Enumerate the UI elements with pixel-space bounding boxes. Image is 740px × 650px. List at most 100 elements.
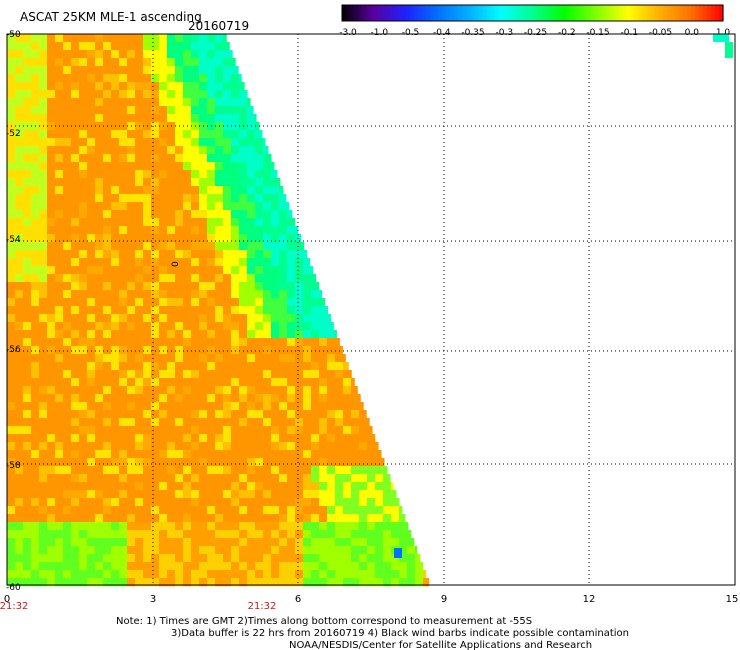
swath-cell	[383, 546, 392, 555]
swath-cell	[55, 42, 64, 51]
swath-cell	[95, 202, 104, 211]
swath-cell	[255, 578, 264, 587]
swath-cell	[375, 562, 384, 571]
swath-cell	[127, 282, 136, 291]
swath-cell	[15, 410, 24, 419]
swath-cell	[343, 426, 352, 435]
swath-cell	[231, 482, 240, 491]
swath-cell	[135, 322, 144, 331]
swath-cell	[247, 266, 256, 275]
swath-cell	[31, 250, 40, 259]
swath-cell	[375, 490, 384, 499]
swath-cell	[223, 354, 232, 363]
swath-cell	[191, 442, 200, 451]
swath-cell	[383, 474, 391, 483]
swath-cell	[95, 346, 104, 355]
swath-cell	[111, 274, 120, 283]
swath-cell	[359, 498, 368, 507]
swath-cell	[175, 402, 184, 411]
swath-cell	[223, 138, 232, 147]
swath-cell	[247, 114, 256, 123]
swath-cell	[159, 250, 168, 259]
swath-cell	[183, 506, 192, 515]
swath-cell	[55, 154, 64, 163]
swath-cell	[159, 386, 168, 395]
swath-cell	[15, 138, 24, 147]
swath-cell	[31, 58, 40, 67]
swath-cell	[255, 330, 264, 339]
swath-cell	[215, 562, 224, 571]
swath-cell	[343, 530, 352, 539]
swath-cell	[127, 266, 136, 275]
swath-cell	[295, 298, 304, 307]
swath-cell	[279, 530, 288, 539]
swath-cell	[79, 410, 88, 419]
swath-cell	[15, 50, 24, 59]
swath-cell	[71, 290, 80, 299]
swath-cell	[55, 530, 64, 539]
swath-cell	[87, 482, 96, 491]
swath-cell	[127, 234, 136, 243]
swath-cell	[71, 322, 80, 331]
swath-cell	[295, 514, 304, 523]
swath-cell	[383, 490, 392, 499]
swath-cell	[295, 474, 304, 483]
swath-cell	[191, 162, 200, 171]
swath-cell	[335, 570, 344, 579]
swath-cell	[319, 330, 328, 339]
swath-cell	[31, 562, 40, 571]
swath-cell	[159, 442, 168, 451]
swath-cell	[135, 250, 144, 259]
swath-cell	[87, 498, 96, 507]
swath-cell	[119, 498, 128, 507]
swath-cell	[55, 370, 64, 379]
swath-cell	[39, 354, 48, 363]
swath-cell	[239, 282, 248, 291]
swath-cell	[183, 130, 192, 139]
swath-cell	[55, 394, 64, 403]
swath-cell	[295, 562, 304, 571]
swath-cell	[127, 250, 136, 259]
swath-cell	[167, 130, 176, 139]
swath-cell	[31, 290, 40, 299]
swath-cell	[111, 298, 120, 307]
swath-cell	[167, 186, 176, 195]
swath-cell	[135, 426, 144, 435]
swath-cell	[191, 426, 200, 435]
swath-cell	[239, 346, 248, 355]
swath-cell	[87, 306, 96, 315]
swath-cell	[47, 138, 56, 147]
swath-cell	[343, 410, 352, 419]
swath-cell	[127, 82, 136, 91]
swath-cell	[199, 98, 208, 107]
swath-cell	[399, 546, 408, 555]
swath-cell	[95, 546, 104, 555]
swath-cell	[223, 242, 232, 251]
swath-cell	[287, 506, 296, 515]
swath-cell	[103, 570, 112, 579]
swath-cell	[223, 274, 232, 283]
swath-cell	[47, 106, 56, 115]
swath-cell	[223, 210, 232, 219]
time-label: 21:32	[248, 601, 277, 612]
swath-cell	[399, 506, 403, 515]
swath-cell	[287, 322, 296, 331]
swath-cell	[15, 362, 24, 371]
swath-cell	[15, 418, 24, 427]
swath-cell	[151, 522, 160, 531]
swath-cell	[279, 314, 288, 323]
swath-cell	[127, 538, 136, 547]
swath-cell	[103, 346, 112, 355]
swath-cell	[63, 106, 72, 115]
swath-cell	[63, 570, 72, 579]
swath-cell	[199, 490, 208, 499]
colorbar-segment	[458, 5, 463, 21]
swath-cell	[303, 402, 312, 411]
swath-cell	[191, 562, 200, 571]
swath-cell	[15, 482, 24, 491]
swath-cell	[231, 266, 240, 275]
swath-cell	[271, 242, 280, 251]
swath-cell	[31, 506, 40, 515]
swath-cell	[303, 458, 312, 467]
swath-cell	[55, 162, 64, 171]
